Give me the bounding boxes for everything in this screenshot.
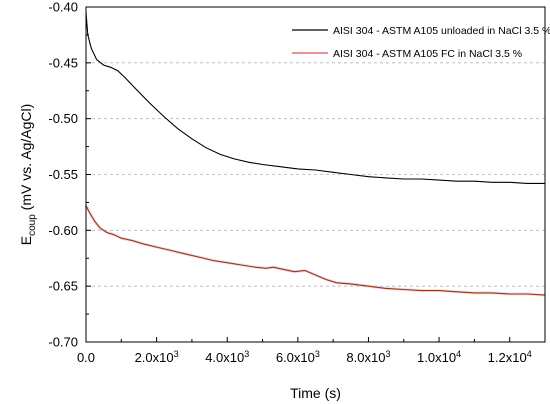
y-tick-label: -0.60 xyxy=(48,223,78,238)
x-tick-label: 1.0x104 xyxy=(417,349,461,365)
y-axis-title-main: E xyxy=(18,236,34,245)
x-axis: 0.0 2.0x103 4.0x103 6.0x103 8.0x103 1.0x104 1.… xyxy=(77,337,532,365)
legend-label-unloaded: AISI 304 - ASTM A105 unloaded in NaCl 3.… xyxy=(333,25,550,37)
y-tick-label: -0.45 xyxy=(48,55,78,70)
x-tick-label: 1.2x104 xyxy=(488,349,532,365)
y-axis: -0.40 -0.45 -0.50 -0.55 -0.60 -0.65 -0.70 xyxy=(48,0,91,350)
grid-lines xyxy=(86,62,545,287)
y-tick-label: -0.55 xyxy=(48,167,78,182)
x-tick-label: 0.0 xyxy=(77,350,95,365)
x-axis-title: Time (s) xyxy=(290,385,341,401)
series-line-fc xyxy=(85,205,546,296)
y-tick-label: -0.40 xyxy=(48,0,78,15)
series-layer xyxy=(84,12,546,297)
y-tick-label: -0.50 xyxy=(48,111,78,126)
y-tick-label: -0.65 xyxy=(48,279,78,294)
y-tick-label: -0.70 xyxy=(48,335,78,350)
x-tick-label: 8.0x103 xyxy=(346,349,390,365)
x-tick-label: 4.0x103 xyxy=(205,349,249,365)
series-line-fc-halo xyxy=(84,205,546,297)
legend: AISI 304 - ASTM A105 unloaded in NaCl 3.… xyxy=(292,25,550,60)
series-line-unloaded xyxy=(85,12,545,184)
y-axis-title-rest: (mV vs. Ag/AgCl) xyxy=(18,104,34,214)
x-tick-label: 6.0x103 xyxy=(276,349,320,365)
y-axis-title-sub: coup xyxy=(27,214,38,236)
y-axis-title: Ecoup (mV vs. Ag/AgCl) xyxy=(18,104,38,246)
x-tick-label: 2.0x103 xyxy=(135,349,179,365)
legend-label-fc: AISI 304 - ASTM A105 FC in NaCl 3.5 % xyxy=(333,48,522,60)
